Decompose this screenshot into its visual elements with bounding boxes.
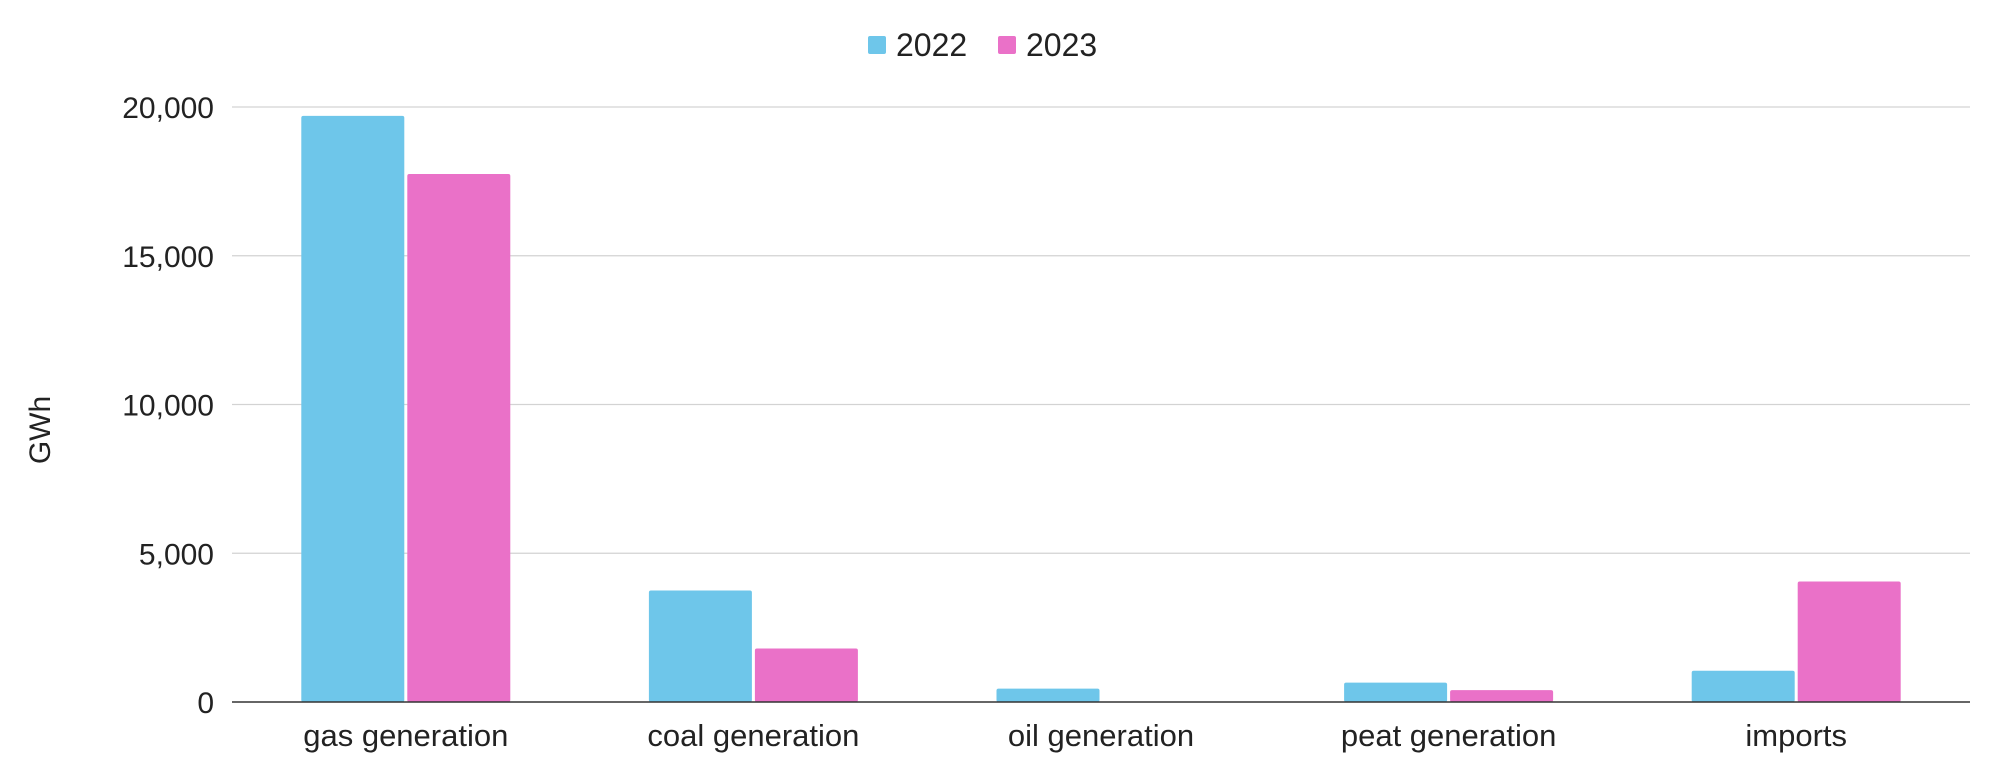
y-tick-label: 20,000 xyxy=(122,92,214,125)
x-tick-label: oil generation xyxy=(1008,718,1194,753)
x-tick-label: peat generation xyxy=(1341,718,1556,753)
y-axis-title: GWh xyxy=(24,396,57,464)
y-tick-label: 10,000 xyxy=(122,390,214,423)
y-tick-label: 0 xyxy=(197,687,214,720)
bar-2023-imports xyxy=(1797,581,1901,702)
x-tick-label: gas generation xyxy=(303,718,508,753)
bars xyxy=(301,115,1901,703)
y-axis-ticks: 0 5,000 10,000 15,000 20,000 xyxy=(122,92,214,720)
bar-2023-peat-generation xyxy=(1450,690,1554,702)
legend-label: 2023 xyxy=(1026,27,1097,63)
legend: 2022 2023 xyxy=(868,27,1097,63)
bar-2022-coal-generation xyxy=(648,590,752,702)
legend-label: 2022 xyxy=(896,27,967,63)
x-axis-labels: gas generation coal generation oil generat… xyxy=(303,718,1847,753)
bar-2022-peat-generation xyxy=(1344,682,1448,702)
bar-2023-gas-generation xyxy=(407,173,511,702)
x-tick-label: coal generation xyxy=(647,718,859,753)
y-tick-label: 15,000 xyxy=(122,241,214,274)
x-tick-label: imports xyxy=(1745,718,1847,753)
legend-swatch xyxy=(868,36,886,54)
y-tick-label: 5,000 xyxy=(139,538,214,571)
gridlines xyxy=(232,106,1970,554)
bar-2023-coal-generation xyxy=(754,648,858,702)
bar-2022-imports xyxy=(1691,670,1795,702)
bar-2022-gas-generation xyxy=(301,115,405,703)
bar-2022-oil-generation xyxy=(996,688,1100,702)
legend-swatch xyxy=(998,36,1016,54)
